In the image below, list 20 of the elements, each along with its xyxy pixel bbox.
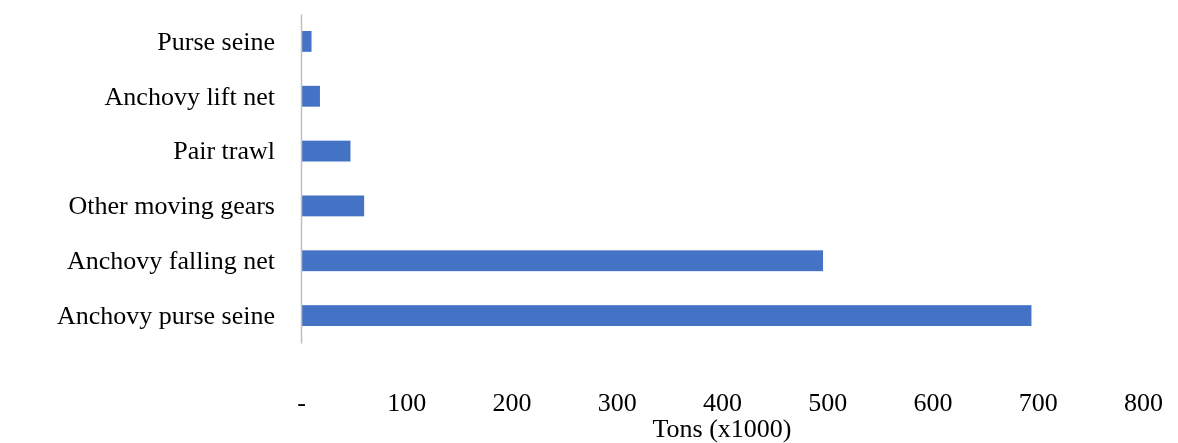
y-tick-label: Anchovy falling net <box>67 246 276 276</box>
x-tick-label: 300 <box>597 388 637 418</box>
x-tick-label: 500 <box>808 388 848 418</box>
bar <box>301 85 320 107</box>
y-tick-label: Purse seine <box>157 26 275 56</box>
bar <box>301 195 365 217</box>
y-tick-label: Anchovy purse seine <box>56 300 275 330</box>
x-tick-label: 700 <box>1018 388 1058 418</box>
x-tick-label: 100 <box>387 388 427 418</box>
bar <box>301 31 312 52</box>
y-tick-label: Anchovy lift net <box>104 81 276 111</box>
x-tick-label: 200 <box>492 388 532 418</box>
bar <box>301 140 351 162</box>
x-tick-label: - <box>297 388 306 418</box>
x-tick-label: 800 <box>1124 388 1163 418</box>
y-tick-label: Pair trawl <box>173 136 275 166</box>
y-tick-label: Other moving gears <box>68 191 275 221</box>
bar <box>301 305 1032 326</box>
x-tick-label: 600 <box>913 388 953 418</box>
bar <box>301 250 824 272</box>
